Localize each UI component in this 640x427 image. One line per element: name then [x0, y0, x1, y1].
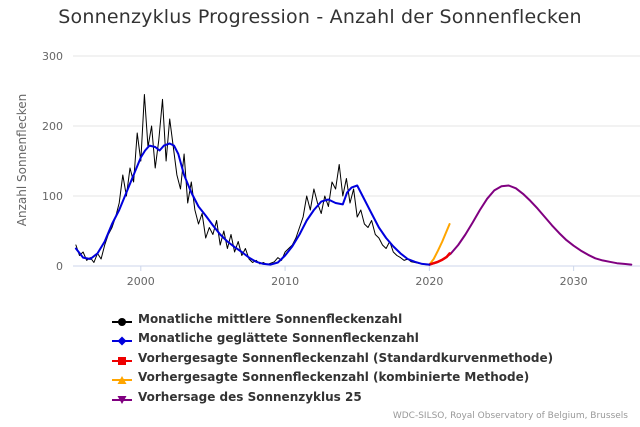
legend-item-3[interactable]: Vorhergesagte Sonnenfleckenzahl (Standar…	[112, 348, 553, 368]
legend-item-5[interactable]: Vorhersage des Sonnenzyklus 25	[112, 387, 553, 407]
series-line-4[interactable]	[428, 223, 451, 266]
legend-label: Monatliche mittlere Sonnenfleckenzahl	[138, 311, 403, 326]
series-line-3[interactable]	[428, 252, 451, 266]
legend-marker-icon	[112, 391, 132, 404]
y-tick-label: 200	[42, 120, 63, 133]
x-tick-label: 2020	[415, 275, 443, 288]
chart-title: Sonnenzyklus Progression - Anzahl der So…	[58, 6, 582, 28]
legend: Monatliche mittlere Sonnenfleckenzahl Mon…	[112, 309, 553, 407]
y-axis-title: Anzahl Sonnenflecken	[15, 94, 29, 226]
y-tick-label: 0	[56, 260, 63, 273]
legend-label: Vorhersage des Sonnenzyklus 25	[138, 389, 362, 404]
credits-text[interactable]: WDC-SILSO, Royal Observatory of Belgium,…	[392, 411, 628, 421]
x-tick-label: 2010	[271, 275, 299, 288]
x-tick-label: 2030	[560, 275, 588, 288]
legend-item-4[interactable]: Vorhergesagte Sonnenfleckenzahl (kombini…	[112, 368, 553, 388]
legend-marker-icon	[112, 332, 132, 346]
y-tick-label: 300	[42, 50, 63, 63]
legend-marker-icon	[112, 371, 132, 385]
legend-marker-icon	[112, 352, 132, 365]
series-layer	[74, 94, 633, 266]
legend-item-1[interactable]: Monatliche mittlere Sonnenfleckenzahl	[112, 309, 553, 329]
series-line-2[interactable]	[74, 142, 431, 266]
tick-labels: 0 100 200 300 2000 2010 2020 2030	[42, 50, 588, 288]
legend-marker-icon	[112, 313, 132, 326]
legend-item-2[interactable]: Monatliche geglättete Sonnenfleckenzahl	[112, 329, 553, 349]
legend-label: Monatliche geglättete Sonnenfleckenzahl	[138, 331, 419, 346]
legend-label: Vorhergesagte Sonnenfleckenzahl (Standar…	[138, 350, 554, 365]
y-tick-label: 100	[42, 190, 63, 203]
x-tick-label: 2000	[127, 275, 155, 288]
series-line-1[interactable]	[75, 94, 430, 266]
legend-label: Vorhergesagte Sonnenfleckenzahl (kombini…	[138, 370, 530, 385]
grid-lines	[73, 55, 640, 197]
series-line-5[interactable]	[428, 184, 633, 266]
